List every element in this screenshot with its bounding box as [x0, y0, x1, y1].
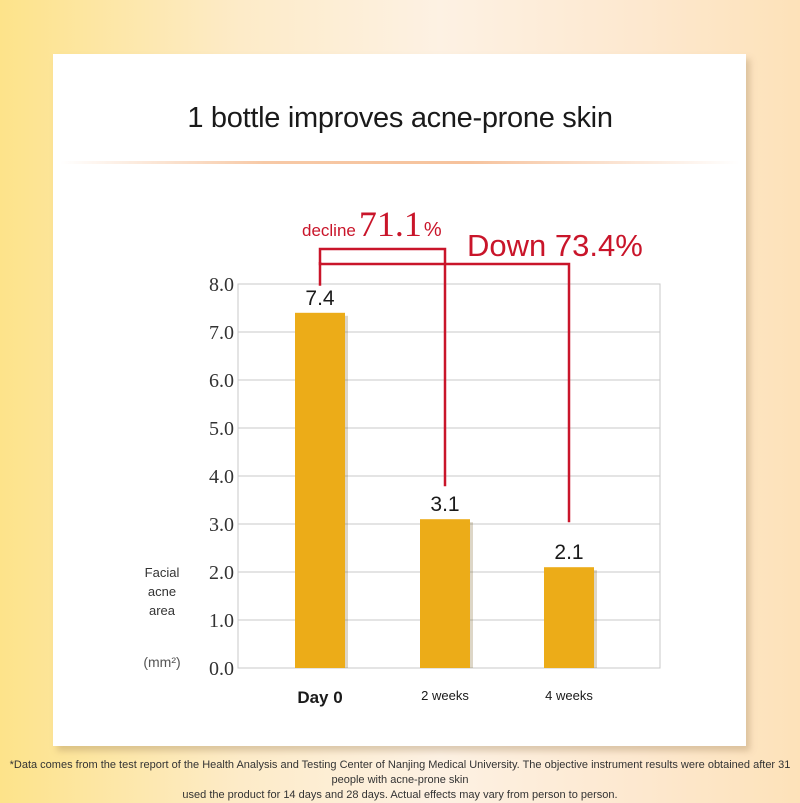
annotation-down: Down 73.4%: [467, 228, 643, 263]
y-tick-label: 4.0: [209, 466, 234, 488]
y-tick-label: 8.0: [209, 274, 234, 296]
y-tick-label: 2.0: [209, 562, 234, 584]
footnote-line-2: used the product for 14 days and 28 days…: [182, 789, 618, 801]
bar: [544, 567, 594, 668]
data-label: 3.1: [430, 493, 459, 516]
annotation-decline: decline71.1%: [302, 204, 442, 244]
y-tick-label: 3.0: [209, 514, 234, 536]
data-label: 7.4: [305, 287, 335, 310]
data-label: 2.1: [554, 541, 583, 564]
bracket-4-weeks: [318, 262, 571, 523]
y-tick-label: 0.0: [209, 658, 234, 680]
chart-card: [53, 54, 746, 746]
y-tick-label: 6.0: [209, 370, 234, 392]
footnote: *Data comes from the test report of the …: [0, 758, 800, 803]
y-tick-label: 7.0: [209, 322, 234, 344]
title-divider: [60, 161, 740, 164]
x-category-label: 2 weeks: [421, 688, 469, 703]
y-tick-label: 1.0: [209, 610, 234, 632]
y-axis-label: area: [149, 603, 176, 618]
footnote-line-1: *Data comes from the test report of the …: [9, 759, 791, 786]
y-axis-unit: (mm²): [143, 654, 180, 670]
y-axis-label: acne: [148, 584, 176, 599]
bar: [420, 519, 470, 668]
y-axis-label: Facial: [145, 565, 180, 580]
bracket-2-weeks: [318, 247, 447, 487]
x-category-label: 4 weeks: [545, 688, 593, 703]
x-category-label: Day 0: [297, 688, 342, 707]
y-tick-label: 5.0: [209, 418, 234, 440]
chart-title: 1 bottle improves acne-prone skin: [187, 102, 613, 134]
bar: [295, 312, 345, 668]
